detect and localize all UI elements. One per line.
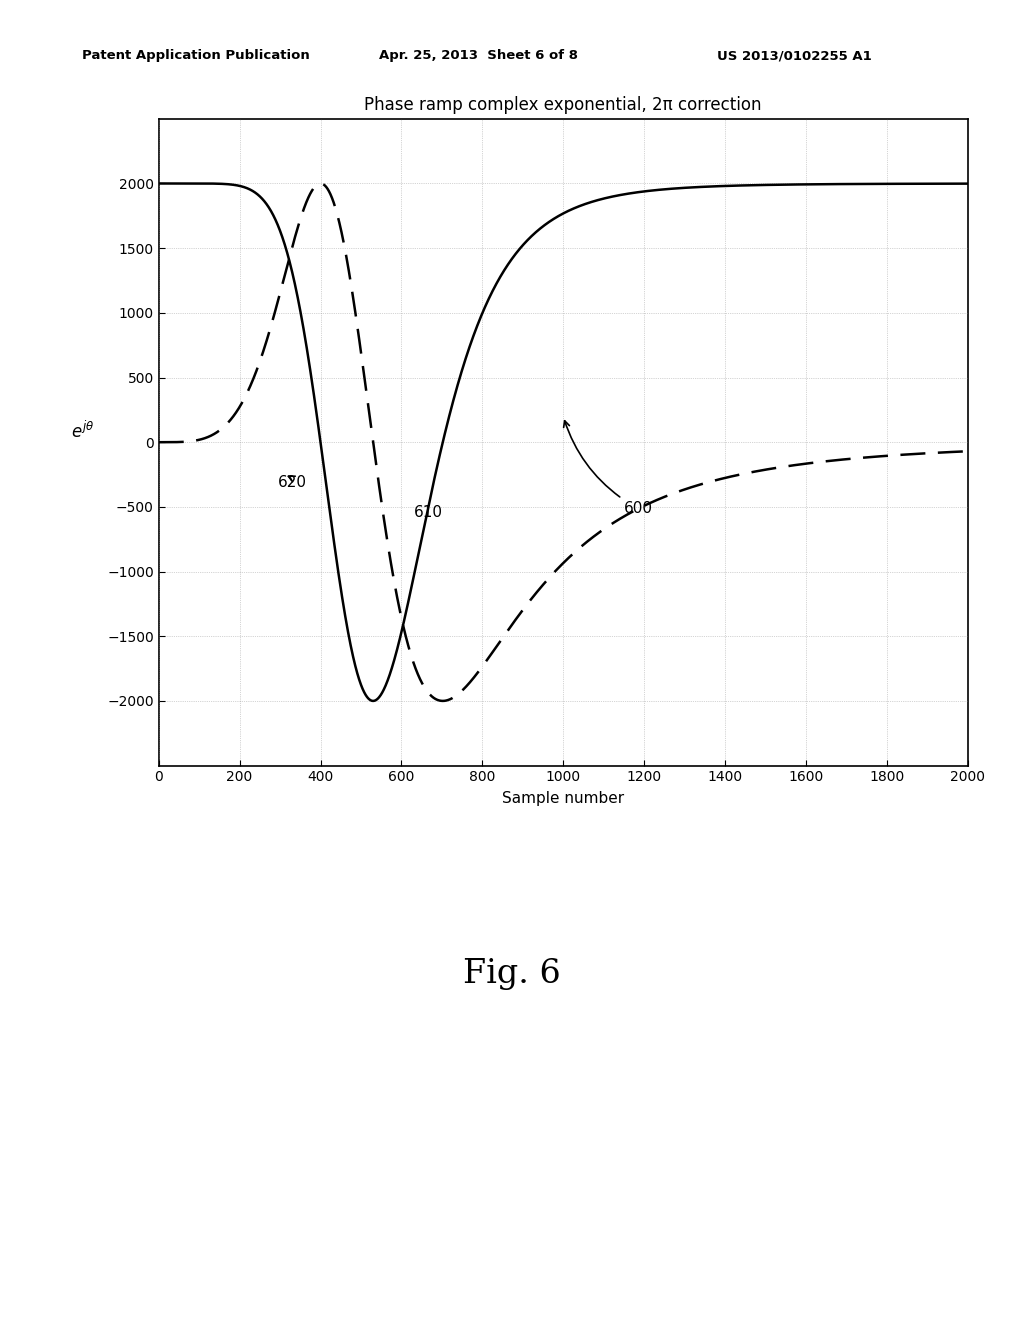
X-axis label: Sample number: Sample number bbox=[502, 792, 625, 807]
Title: Phase ramp complex exponential, 2π correction: Phase ramp complex exponential, 2π corre… bbox=[365, 96, 762, 115]
Text: Fig. 6: Fig. 6 bbox=[463, 958, 561, 990]
Text: 610: 610 bbox=[414, 506, 442, 520]
Text: 600: 600 bbox=[563, 421, 653, 516]
Text: Patent Application Publication: Patent Application Publication bbox=[82, 49, 309, 62]
Text: 620: 620 bbox=[279, 475, 307, 491]
Text: US 2013/0102255 A1: US 2013/0102255 A1 bbox=[717, 49, 871, 62]
Y-axis label: $e^{j\theta}$: $e^{j\theta}$ bbox=[71, 421, 93, 442]
Text: Apr. 25, 2013  Sheet 6 of 8: Apr. 25, 2013 Sheet 6 of 8 bbox=[379, 49, 578, 62]
